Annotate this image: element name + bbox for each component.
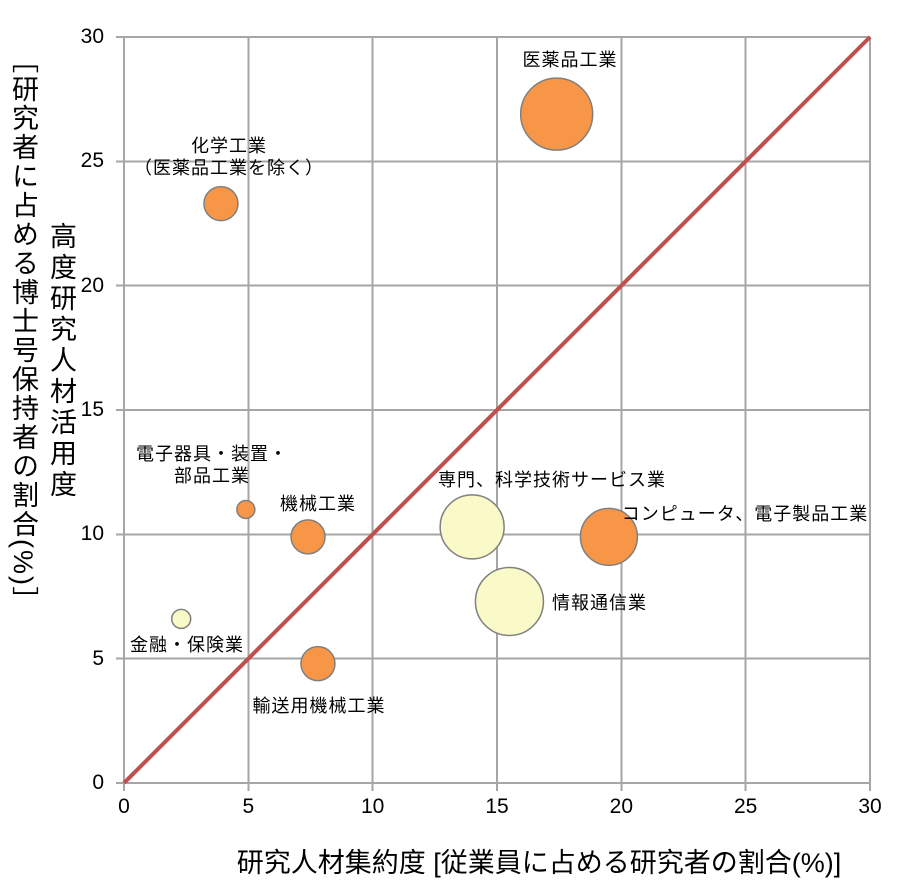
bubble-label-line: 金融・保険業: [130, 635, 244, 655]
bubble-label-line: （医薬品工業を除く）: [134, 158, 324, 178]
bubble-professional-scientific-services: [439, 494, 505, 560]
bubble-computer-electronics: [579, 507, 639, 567]
bubble-label-electronic-devices-parts: 電子器具・装置・ 部品工業: [136, 443, 288, 487]
bubble-label-machinery: 機械工業: [280, 493, 356, 515]
bubble-label-line: 専門、科学技術サービス業: [438, 470, 666, 490]
x-tick-label-0: 0: [118, 795, 130, 818]
x-axis-title: 研究人材集約度 [従業員に占める研究者の割合(%)]: [236, 848, 842, 878]
y-tick-label-15: 15: [80, 398, 104, 421]
bubble-label-line: 情報通信業: [552, 593, 647, 613]
x-tick-label-20: 20: [609, 795, 634, 818]
bubble-label-finance-insurance: 金融・保険業: [130, 634, 244, 656]
bubble-chemical-excl-pharma: [203, 185, 239, 222]
y-tick-label-10: 10: [80, 522, 104, 546]
y-axis-title-sub: ［研究者に占める博士号保持者の割合(%)］: [8, 46, 38, 616]
y-tick-label-5: 5: [92, 646, 104, 670]
y-tick-label-30: 30: [80, 25, 104, 48]
bubble-label-line: 電子器具・装置・: [136, 444, 288, 464]
bubble-machinery: [290, 519, 326, 555]
bubble-label-line: 輸送用機械工業: [252, 696, 386, 716]
y-tick-label-25: 25: [80, 149, 104, 173]
x-tick-label-15: 15: [485, 795, 509, 818]
bubble-transport-machinery: [300, 645, 336, 682]
x-tick-label-10: 10: [360, 795, 385, 818]
y-axis-title-main: 高度研究人材活用度: [46, 222, 76, 501]
y-tick-label-20: 20: [80, 273, 104, 297]
bubble-label-computer-electronics: コンピュータ、電子製品工業: [622, 503, 868, 525]
bubble-label-line: 機械工業: [280, 494, 356, 514]
bubble-label-line: コンピュータ、電子製品工業: [621, 504, 869, 524]
bubble-information-communications: [474, 566, 545, 637]
bubble-label-pharmaceutical: 医薬品工業: [523, 49, 618, 71]
bubble-pharmaceutical: [519, 77, 594, 151]
x-tick-label-5: 5: [242, 795, 255, 818]
bubble-label-line: 部品工業: [174, 466, 250, 486]
bubble-finance-insurance: [170, 608, 192, 630]
bubble-label-professional-scientific-services: 専門、科学技術サービス業: [438, 469, 666, 491]
x-tick-label-25: 25: [733, 795, 758, 818]
bubble-label-line: 化学工業: [191, 136, 267, 156]
bubble-label-chemical-excl-pharma: 化学工業 （医薬品工業を除く）: [134, 135, 324, 179]
x-tick-label-30: 30: [858, 795, 882, 818]
bubble-electronic-devices-parts: [236, 499, 256, 520]
diagonal-reference-line: [122, 35, 872, 785]
bubble-label-transport-machinery: 輸送用機械工業: [253, 695, 386, 717]
bubble-label-line: 医薬品工業: [522, 50, 618, 70]
bubble-label-information-communications: 情報通信業: [552, 592, 647, 614]
y-tick-label-0: 0: [92, 771, 104, 794]
